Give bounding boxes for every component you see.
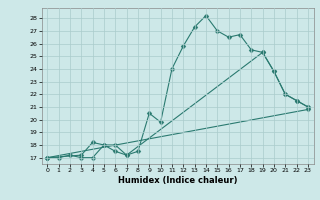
- X-axis label: Humidex (Indice chaleur): Humidex (Indice chaleur): [118, 176, 237, 185]
